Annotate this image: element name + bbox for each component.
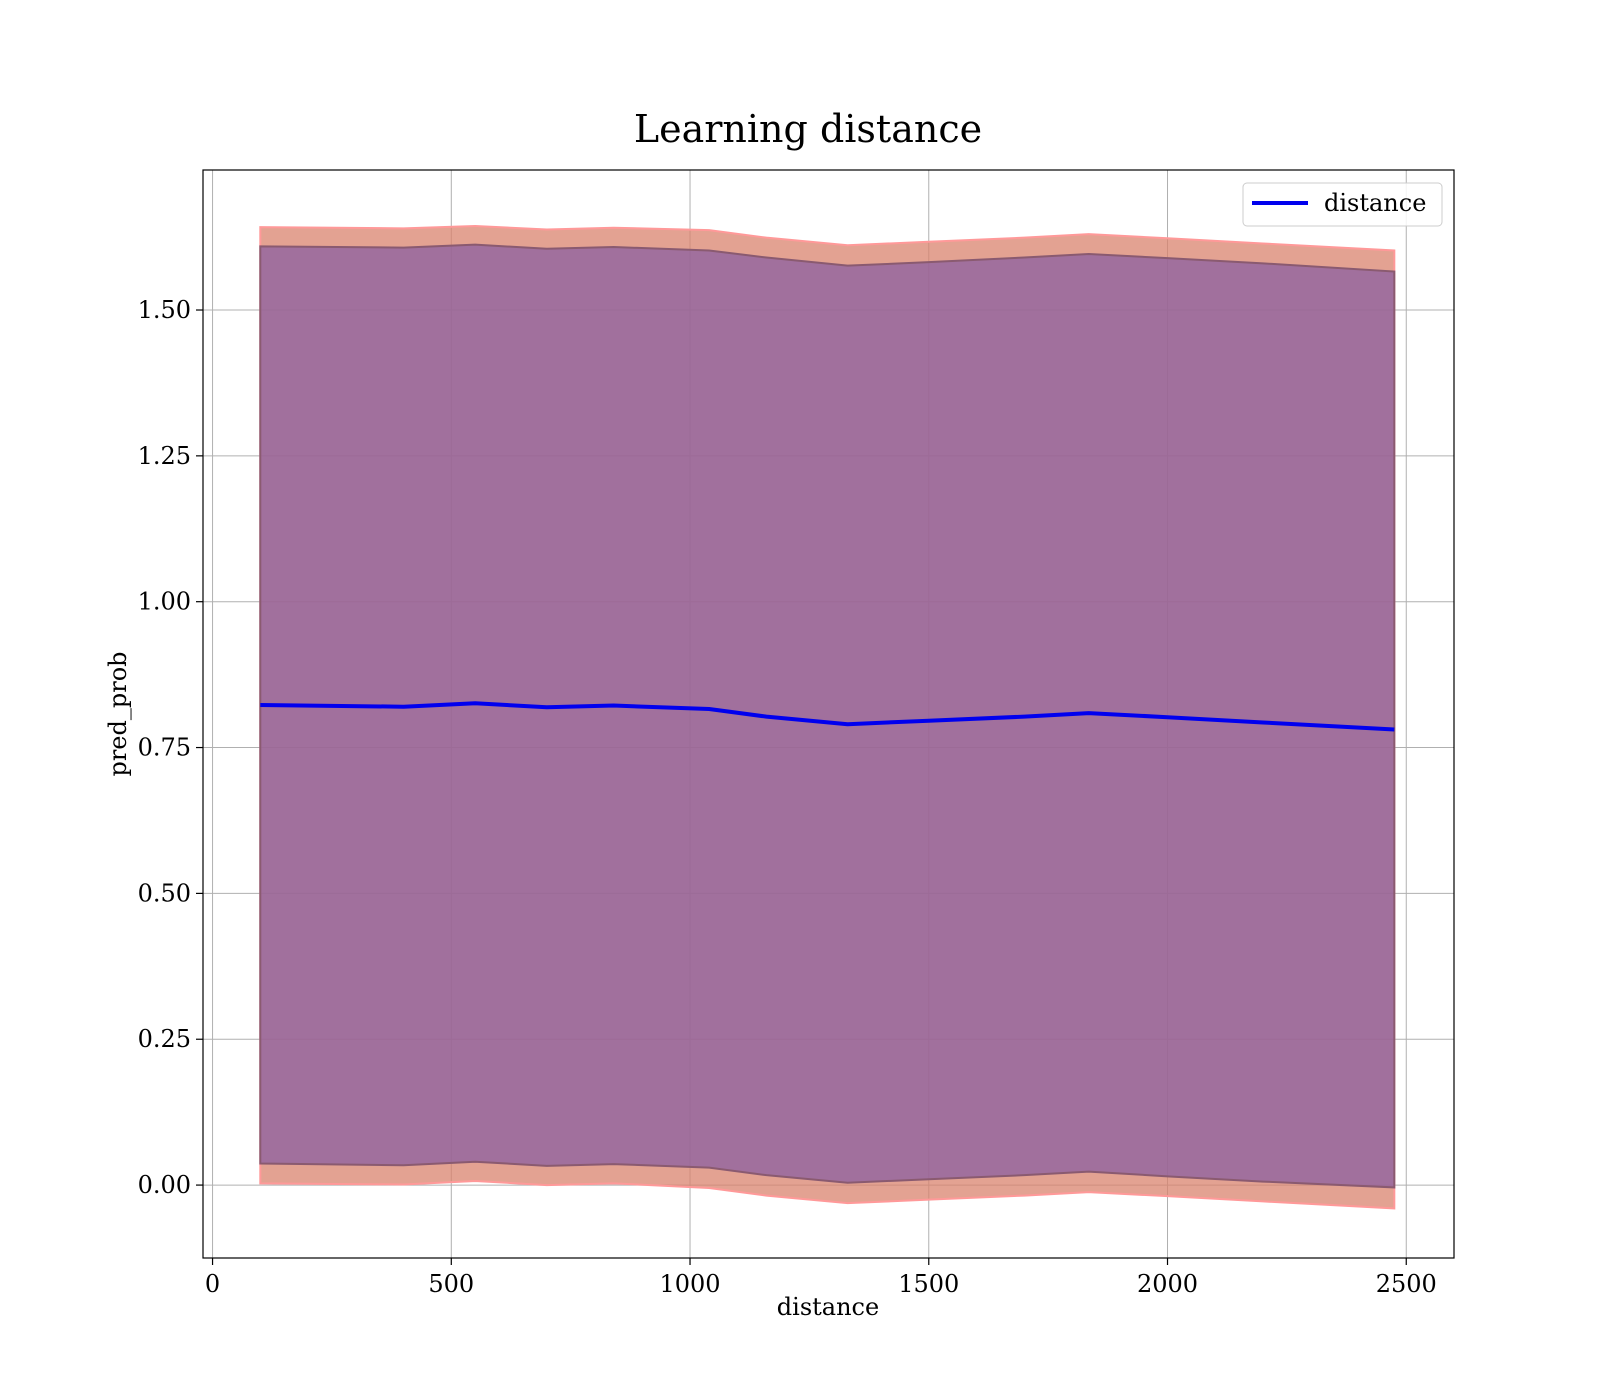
series-line-0 bbox=[260, 701, 1395, 732]
y-tick-label-5: 1.25 bbox=[138, 442, 191, 470]
legend-frame bbox=[1242, 182, 1443, 227]
x-tick-label-2: 1000 bbox=[659, 1270, 720, 1298]
x-tick-label-0: 0 bbox=[205, 1270, 220, 1298]
chart-title: Learning distance bbox=[634, 107, 982, 151]
y-tick-label-2: 0.50 bbox=[138, 879, 191, 907]
x-axis-label: distance bbox=[777, 1293, 879, 1321]
plot-frame bbox=[202, 169, 1455, 1259]
y-axis-label: pred_prob bbox=[104, 651, 132, 776]
y-tick-label-1: 0.25 bbox=[138, 1025, 191, 1053]
x-tick-label-5: 2500 bbox=[1376, 1270, 1437, 1298]
y-tick-label-3: 0.75 bbox=[138, 734, 191, 762]
legend-label-distance: distance bbox=[1324, 189, 1426, 217]
confidence-band-1 bbox=[259, 243, 1396, 1189]
confidence-bands bbox=[259, 225, 1396, 1210]
y-tick-label-6: 1.50 bbox=[138, 296, 191, 324]
y-tick-label-0: 0.00 bbox=[138, 1171, 191, 1199]
legend: distance bbox=[1242, 182, 1443, 227]
y-tick-label-4: 1.00 bbox=[138, 588, 191, 616]
series-lines bbox=[260, 701, 1395, 732]
x-axis: 0 500 1000 1500 2000 2500 bbox=[205, 1258, 1437, 1298]
x-tick-label-1: 500 bbox=[428, 1270, 474, 1298]
y-axis: 0.00 0.25 0.50 0.75 1.00 1.25 1.50 bbox=[138, 296, 203, 1199]
x-tick-label-4: 2000 bbox=[1137, 1270, 1198, 1298]
x-tick-label-3: 1500 bbox=[898, 1270, 959, 1298]
